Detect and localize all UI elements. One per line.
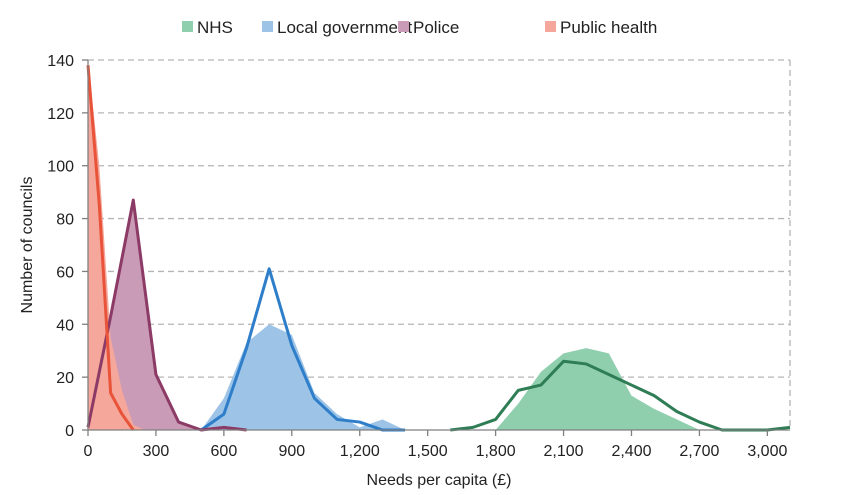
area-public-health (88, 60, 145, 430)
x-tick-label: 1,200 (340, 443, 380, 460)
x-tick-label: 600 (211, 443, 238, 460)
y-tick-label: 0 (65, 423, 74, 440)
area-local-government (201, 324, 406, 430)
area-nhs (495, 348, 700, 430)
series-areas (88, 60, 700, 430)
x-tick-label: 2,700 (679, 443, 719, 460)
x-axis-title: Needs per capita (£) (367, 472, 512, 489)
x-tick-label: 3,000 (747, 443, 787, 460)
x-tick-label: 2,400 (611, 443, 651, 460)
x-tick-label: 1,500 (408, 443, 448, 460)
legend-label: NHS (197, 18, 233, 37)
x-tick-label: 1,800 (476, 443, 516, 460)
x-tick-label: 2,100 (544, 443, 584, 460)
legend-item-public-health: Public health (545, 18, 657, 37)
legend-swatch (545, 21, 556, 32)
legend-swatch (262, 21, 273, 32)
line-police (86, 198, 247, 432)
legend-label: Public health (560, 18, 657, 37)
legend-swatch (182, 21, 193, 32)
y-tick-label: 120 (47, 106, 74, 123)
x-tick-label: 900 (278, 443, 305, 460)
legend-label: Police (413, 18, 459, 37)
line-local-government (200, 267, 406, 432)
y-axis-title: Number of councils (19, 177, 36, 314)
legend-item-nhs: NHS (182, 18, 233, 37)
tick-labels: 0 20 40 60 80 100 120 140 0 300 600 900 1,200 1,500 1,… (47, 53, 787, 460)
y-tick-label: 80 (56, 212, 74, 229)
series-lines (86, 65, 791, 432)
line-public-health (86, 65, 135, 431)
legend-swatch (398, 21, 409, 32)
axes (82, 59, 790, 436)
y-tick-label: 100 (47, 159, 74, 176)
legend-label: Local government (277, 18, 412, 37)
legend: NHS Local government Police Public health (182, 18, 657, 37)
y-tick-label: 20 (56, 370, 74, 387)
x-tick-label: 300 (143, 443, 170, 460)
x-tick-label: 0 (84, 443, 93, 460)
y-tick-label: 40 (56, 317, 74, 334)
legend-item-police: Police (398, 18, 459, 37)
legend-item-local-government: Local government (262, 18, 412, 37)
gridlines (88, 59, 791, 430)
y-tick-label: 140 (47, 53, 74, 70)
y-tick-label: 60 (56, 264, 74, 281)
